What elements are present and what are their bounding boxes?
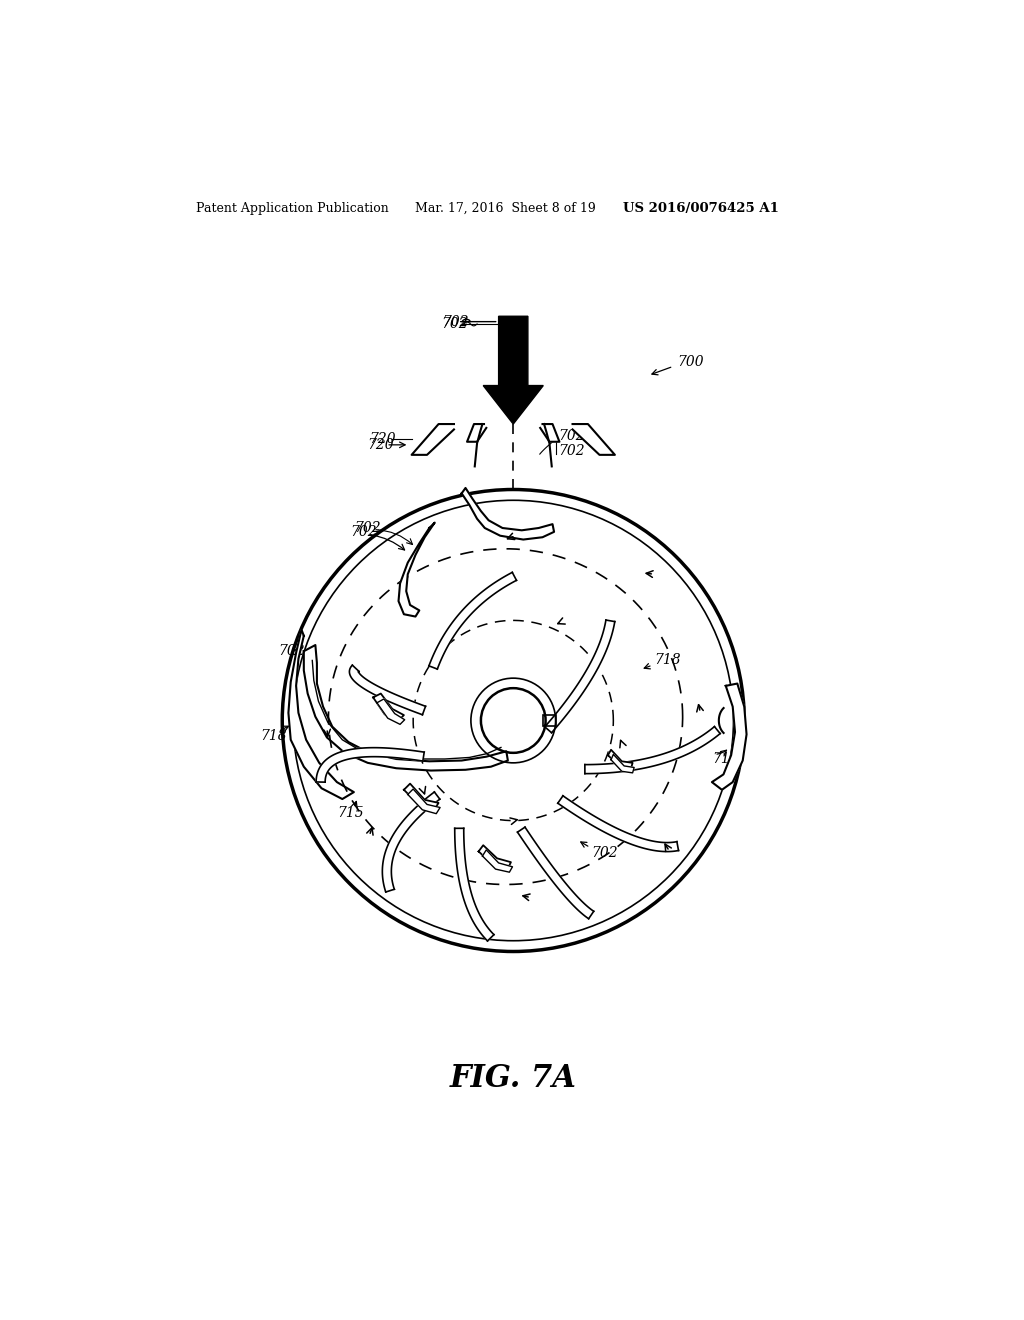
- Polygon shape: [545, 620, 614, 733]
- Polygon shape: [455, 828, 494, 941]
- Polygon shape: [382, 792, 440, 892]
- Polygon shape: [585, 726, 720, 774]
- Polygon shape: [611, 755, 634, 774]
- Polygon shape: [304, 645, 508, 771]
- Polygon shape: [373, 693, 403, 721]
- Text: FIG. 7A: FIG. 7A: [450, 1063, 577, 1094]
- Text: 715: 715: [337, 807, 364, 820]
- Text: 720: 720: [370, 433, 396, 446]
- Text: 720: 720: [368, 438, 394, 451]
- Polygon shape: [289, 630, 354, 799]
- Polygon shape: [398, 523, 435, 616]
- Polygon shape: [517, 828, 594, 919]
- Text: 702: 702: [591, 846, 617, 859]
- Polygon shape: [478, 845, 511, 869]
- Polygon shape: [377, 700, 404, 725]
- Text: 710: 710: [713, 752, 739, 766]
- Polygon shape: [462, 488, 554, 540]
- Polygon shape: [429, 573, 516, 669]
- Polygon shape: [483, 317, 544, 424]
- Text: 702: 702: [558, 444, 585, 458]
- Polygon shape: [408, 789, 440, 813]
- Polygon shape: [467, 424, 486, 442]
- Polygon shape: [572, 424, 614, 455]
- Text: 702: 702: [441, 317, 468, 331]
- Text: US 2016/0076425 A1: US 2016/0076425 A1: [624, 202, 779, 215]
- Polygon shape: [316, 747, 424, 783]
- Text: 700: 700: [677, 355, 703, 370]
- Text: 718: 718: [654, 653, 681, 668]
- Text: Patent Application Publication: Patent Application Publication: [196, 202, 389, 215]
- Bar: [543, 715, 556, 726]
- Text: 702: 702: [279, 644, 305, 659]
- Polygon shape: [712, 684, 746, 789]
- Polygon shape: [608, 750, 633, 768]
- Polygon shape: [403, 784, 438, 809]
- Text: Mar. 17, 2016  Sheet 8 of 19: Mar. 17, 2016 Sheet 8 of 19: [416, 202, 596, 215]
- Polygon shape: [412, 424, 454, 455]
- Polygon shape: [482, 850, 512, 873]
- Text: 702: 702: [442, 314, 469, 329]
- Polygon shape: [541, 424, 559, 442]
- Polygon shape: [558, 796, 679, 851]
- Text: 702: 702: [558, 429, 585, 442]
- Text: 702: 702: [350, 525, 377, 539]
- Text: 718: 718: [260, 729, 287, 743]
- Text: 702: 702: [354, 521, 381, 535]
- Polygon shape: [349, 665, 426, 714]
